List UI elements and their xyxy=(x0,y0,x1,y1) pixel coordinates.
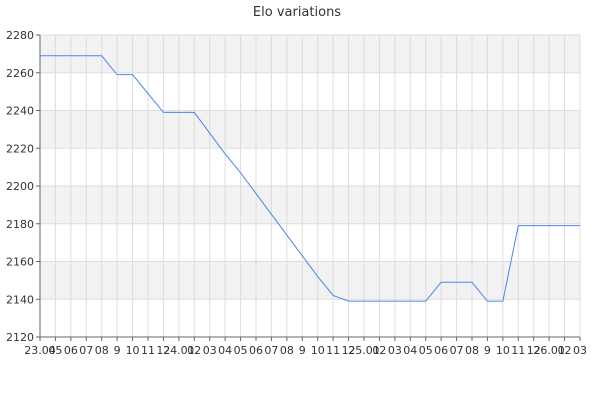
x-tick-label: 08 xyxy=(95,344,109,357)
x-tick-label: 9 xyxy=(299,344,306,357)
series-line xyxy=(40,55,580,302)
x-tick-label: 04 xyxy=(218,344,232,357)
x-tick-label: 07 xyxy=(264,344,278,357)
x-tick-label: 03 xyxy=(388,344,402,357)
x-tick-label: 9 xyxy=(484,344,491,357)
y-tick-label: 2140 xyxy=(6,293,34,306)
x-tick-label: 9 xyxy=(114,344,121,357)
y-tick-label: 2220 xyxy=(6,142,34,155)
x-tick-label: 06 xyxy=(249,344,263,357)
x-tick-label: 08 xyxy=(280,344,294,357)
y-tick-label: 2120 xyxy=(6,331,34,344)
chart-band xyxy=(40,35,580,73)
x-tick-label: 11 xyxy=(511,344,525,357)
chart-band xyxy=(40,261,580,300)
chart-band xyxy=(40,110,580,149)
x-tick-label: 05 xyxy=(419,344,433,357)
x-tick-label: 07 xyxy=(79,344,93,357)
chart-title: Elo variations xyxy=(253,5,341,20)
x-tick-label: 10 xyxy=(496,344,510,357)
y-tick-label: 2280 xyxy=(6,29,34,42)
x-tick-label: 02 xyxy=(187,344,201,357)
x-tick-label: 10 xyxy=(126,344,140,357)
x-tick-label: 04 xyxy=(403,344,417,357)
x-tick-label: 06 xyxy=(64,344,78,357)
x-tick-label: 26.01 xyxy=(533,344,565,357)
chart-bands xyxy=(40,35,580,300)
y-tick-label: 2160 xyxy=(6,256,34,269)
x-tick-label: 06 xyxy=(434,344,448,357)
x-tick-label: 25.01 xyxy=(348,344,380,357)
x-tick-label: 24.01 xyxy=(163,344,195,357)
x-tick-label: 07 xyxy=(450,344,464,357)
x-tick-label: 02 xyxy=(558,344,572,357)
x-tick-label: 02 xyxy=(372,344,386,357)
x-tick-label: 11 xyxy=(141,344,155,357)
axes-group xyxy=(36,34,581,341)
x-tick-label: 03 xyxy=(573,344,587,357)
x-tick-label: 05 xyxy=(234,344,248,357)
x-tick-label: 12 xyxy=(156,344,170,357)
x-tick-label: 03 xyxy=(203,344,217,357)
y-tick-label: 2260 xyxy=(6,67,34,80)
x-tick-label: 10 xyxy=(311,344,325,357)
y-tick-label: 2200 xyxy=(6,180,34,193)
x-tick-label: 08 xyxy=(465,344,479,357)
x-tick-label: 12 xyxy=(342,344,356,357)
y-tick-label: 2180 xyxy=(6,218,34,231)
series-group xyxy=(40,55,580,302)
x-tick-label: 05 xyxy=(48,344,62,357)
y-tick-labels: 2120 2140 2160 2180 2200 2220 2240 2260 2280 xyxy=(6,29,34,344)
x-tick-label: 23.04 xyxy=(24,344,56,357)
x-tick-label: 11 xyxy=(326,344,340,357)
chart-band xyxy=(40,186,580,224)
x-tick-label: 12 xyxy=(527,344,541,357)
y-tick-label: 2240 xyxy=(6,105,34,118)
horizontal-gridlines xyxy=(40,34,580,338)
